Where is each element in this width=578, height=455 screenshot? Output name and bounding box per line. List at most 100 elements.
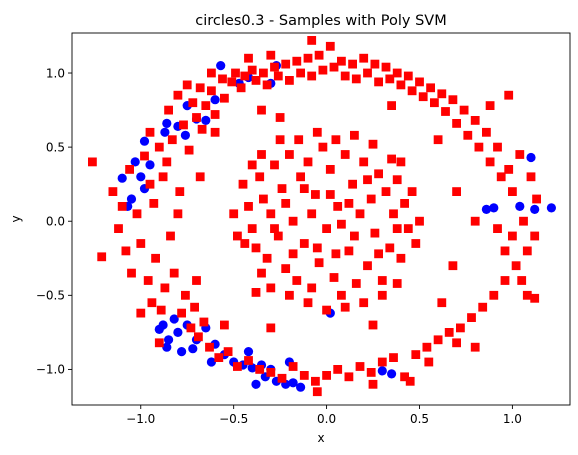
data-point-square [368,320,378,330]
data-point-square [299,239,309,248]
data-point-square [266,323,276,333]
data-point-square [162,157,172,167]
data-point-square [400,199,409,208]
data-point-circle [377,366,387,376]
data-point-square [299,184,309,193]
x-tick-label: 0.5 [410,412,429,426]
data-point-square [266,283,276,293]
data-point-square [311,190,320,199]
data-point-square [218,74,227,84]
data-point-square [363,261,372,271]
data-point-square [474,142,484,152]
data-point-square [303,298,313,308]
data-point-square [220,320,229,330]
data-point-square [385,74,395,84]
y-tick-label: 0.5 [46,140,65,154]
data-point-square [444,328,454,337]
data-point-square [121,246,131,256]
data-point-square [262,80,272,90]
data-point-square [179,120,188,130]
data-point-square [244,53,253,63]
data-point-square [247,224,257,233]
data-point-square [277,373,287,383]
data-point-square [403,224,413,233]
data-point-square [350,130,359,140]
data-point-square [270,224,279,233]
data-point-square [368,139,378,149]
data-point-square [266,368,276,377]
x-tick-label: 0.0 [317,412,336,426]
data-point-square [273,231,283,241]
data-point-square [504,90,514,100]
data-point-circle [169,314,179,324]
data-point-square [205,342,214,352]
data-point-square [240,71,250,81]
data-point-square [441,107,450,116]
data-point-square [392,224,402,233]
data-point-square [233,362,242,371]
x-tick-label: −0.5 [219,412,248,426]
data-point-square [418,92,428,102]
data-point-square [377,357,387,367]
data-point-square [255,365,265,374]
data-point-square [344,199,354,208]
data-point-square [407,187,417,196]
data-point-circle [206,357,216,367]
data-point-square [522,246,532,256]
data-point-square [489,290,499,300]
data-point-square [214,353,224,362]
data-point-square [259,68,268,78]
data-point-square [169,268,179,278]
data-point-square [318,65,328,75]
data-point-square [500,276,510,285]
data-point-circle [162,342,172,352]
data-point-square [433,335,443,345]
data-point-square [329,62,339,72]
data-point-circle [515,201,525,211]
data-point-square [363,175,372,185]
data-point-square [127,268,136,278]
data-point-square [344,246,354,256]
data-point-square [307,209,317,219]
data-point-square [270,160,279,170]
data-point-square [415,216,424,226]
data-point-circle [130,157,140,167]
data-point-square [350,231,359,241]
data-point-square [374,249,383,259]
data-point-square [411,239,421,248]
data-point-square [125,165,134,174]
data-point-square [385,243,395,253]
data-point-square [223,347,233,356]
data-point-square [184,145,194,155]
data-point-square [136,239,146,248]
data-point-square [411,350,421,359]
data-point-square [229,209,239,219]
data-point-square [496,172,506,182]
data-point-square [519,216,528,226]
data-point-circle [216,61,226,71]
data-point-square [396,157,406,167]
data-point-square [296,68,305,78]
data-point-square [255,172,265,182]
data-point-square [511,261,521,271]
data-point-square [322,224,331,233]
data-point-square [156,305,166,315]
data-point-square [407,86,417,96]
data-point-square [452,338,461,348]
data-point-square [220,93,229,103]
data-point-circle [288,378,298,388]
data-point-square [147,298,157,308]
data-point-circle [387,369,397,379]
data-point-square [173,209,183,219]
data-point-square [368,379,378,389]
data-point-square [88,157,97,167]
data-point-square [307,71,317,81]
data-point-square [257,268,266,278]
data-point-square [257,105,266,115]
data-point-square [508,231,517,241]
data-point-square [485,101,495,110]
x-tick-label: −1.0 [126,412,155,426]
data-point-circle [173,327,183,337]
data-point-circle [243,347,254,357]
data-point-square [277,184,287,193]
